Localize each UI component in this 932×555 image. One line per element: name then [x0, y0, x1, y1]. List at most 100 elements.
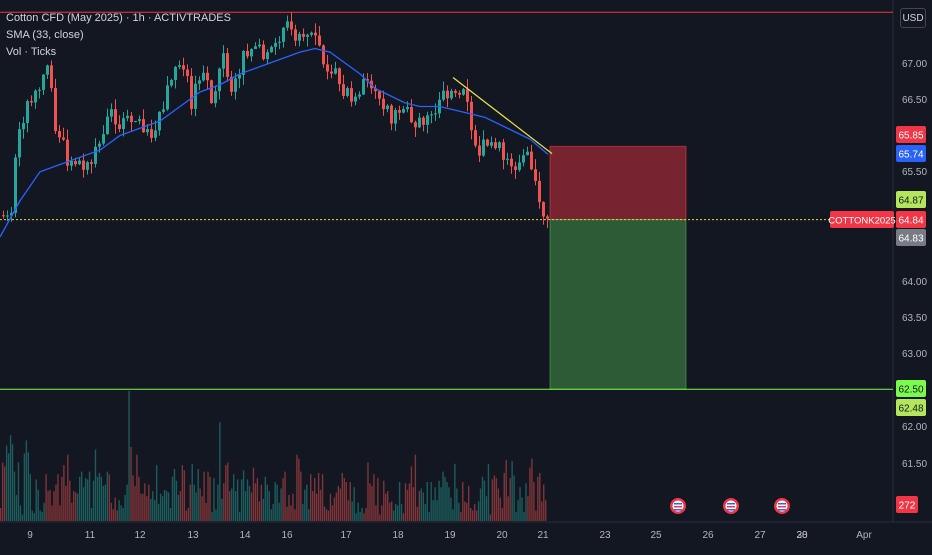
volume-bar: [240, 479, 243, 521]
volume-bar: [418, 491, 421, 521]
volume-bar: [507, 496, 509, 521]
volume-bar: [545, 500, 547, 521]
volume-bar: [148, 484, 150, 521]
volume-bar: [454, 463, 456, 521]
volume-bar: [82, 487, 85, 521]
candle-body: [266, 52, 269, 60]
take-profit-zone: [549, 219, 687, 390]
volume-bar: [517, 500, 519, 521]
candle-body: [482, 139, 485, 156]
volume-bar: [31, 510, 33, 521]
currency-button[interactable]: USD: [900, 8, 926, 28]
candle-body: [10, 212, 13, 216]
volume-bar: [27, 452, 30, 521]
candle-body: [246, 50, 249, 57]
volume-bar: [35, 479, 37, 521]
candle-body: [490, 142, 493, 146]
volume-bar: [383, 480, 385, 521]
candle-body: [414, 122, 417, 128]
volume-bar: [25, 440, 28, 521]
volume-bar: [312, 491, 314, 521]
candle-body: [466, 89, 469, 102]
volume-bar: [106, 471, 109, 521]
volume-bar: [156, 465, 158, 521]
volume-bar: [203, 471, 205, 521]
candle-body: [38, 89, 41, 91]
volume-label: 272: [899, 501, 916, 512]
sma-indicator-label[interactable]: SMA (33, close): [6, 29, 84, 41]
candle-body: [394, 110, 397, 124]
volume-bar: [282, 478, 284, 521]
volume-bar: [78, 476, 81, 521]
volume-bar: [286, 506, 288, 521]
volume-bar: [503, 472, 505, 521]
volume-bar: [128, 391, 130, 521]
volume-bar: [471, 510, 474, 521]
volume-bar: [114, 497, 116, 521]
time-tick-label: 28: [796, 530, 808, 541]
volume-bar: [238, 511, 241, 521]
volume-bar: [33, 513, 35, 521]
volume-bar: [140, 493, 142, 521]
volume-bar: [274, 482, 276, 521]
volume-bar: [67, 454, 69, 521]
candle-body: [450, 90, 453, 99]
volume-bar: [408, 483, 411, 521]
volume-bar: [400, 504, 403, 521]
candle-body: [530, 151, 533, 170]
candle-body: [322, 45, 325, 65]
volume-indicator-label[interactable]: Vol · Ticks: [6, 46, 57, 58]
candle-body: [86, 162, 89, 170]
volume-bar: [246, 479, 249, 521]
volume-bar: [533, 482, 535, 521]
candle-body: [22, 123, 25, 130]
candle-body: [326, 64, 329, 72]
volume-bar: [280, 488, 282, 521]
volume-bar: [410, 466, 413, 521]
candle-body: [422, 117, 425, 125]
volume-bar: [195, 492, 197, 521]
volume-bar: [298, 458, 300, 521]
volume-bar: [315, 493, 318, 521]
volume-bar: [389, 502, 391, 521]
volume-bar: [392, 510, 395, 521]
volume-bar: [432, 500, 434, 521]
volume-bar: [428, 511, 430, 521]
volume-bar: [167, 492, 170, 521]
candle-body: [202, 72, 205, 81]
volume-bar: [387, 491, 389, 521]
candle-body: [194, 83, 197, 109]
candle-body: [214, 91, 217, 104]
candle-body: [130, 115, 133, 123]
volume-bar: [444, 476, 446, 521]
volume-bar: [138, 476, 140, 521]
volume-bar: [45, 474, 47, 521]
volume-bar: [132, 475, 134, 521]
volume-bar: [529, 467, 531, 521]
volume-bar: [112, 509, 114, 521]
volume-bar: [71, 502, 73, 521]
time-tick-label: 25: [650, 530, 662, 541]
candle-body: [454, 90, 457, 93]
candle-body: [362, 79, 365, 95]
volume-bar: [75, 492, 77, 521]
volume-bar: [426, 482, 428, 521]
price-label-text: 64.83: [898, 234, 923, 245]
volume-bar: [373, 474, 375, 521]
candle-body: [286, 21, 289, 28]
price-tick-label: 66.50: [902, 95, 927, 106]
price-tick-label: 64.00: [902, 277, 927, 288]
candle-body: [218, 68, 221, 92]
volume-bar: [369, 483, 371, 521]
volume-bar: [169, 508, 172, 521]
volume-bar: [416, 506, 419, 521]
volume-bar: [365, 508, 367, 521]
candle-body: [526, 151, 529, 156]
volume-bar: [260, 484, 263, 521]
volume-bar: [65, 485, 67, 521]
volume-bar: [335, 492, 338, 521]
volume-bar: [213, 478, 215, 521]
stop-loss-zone: [549, 145, 687, 221]
